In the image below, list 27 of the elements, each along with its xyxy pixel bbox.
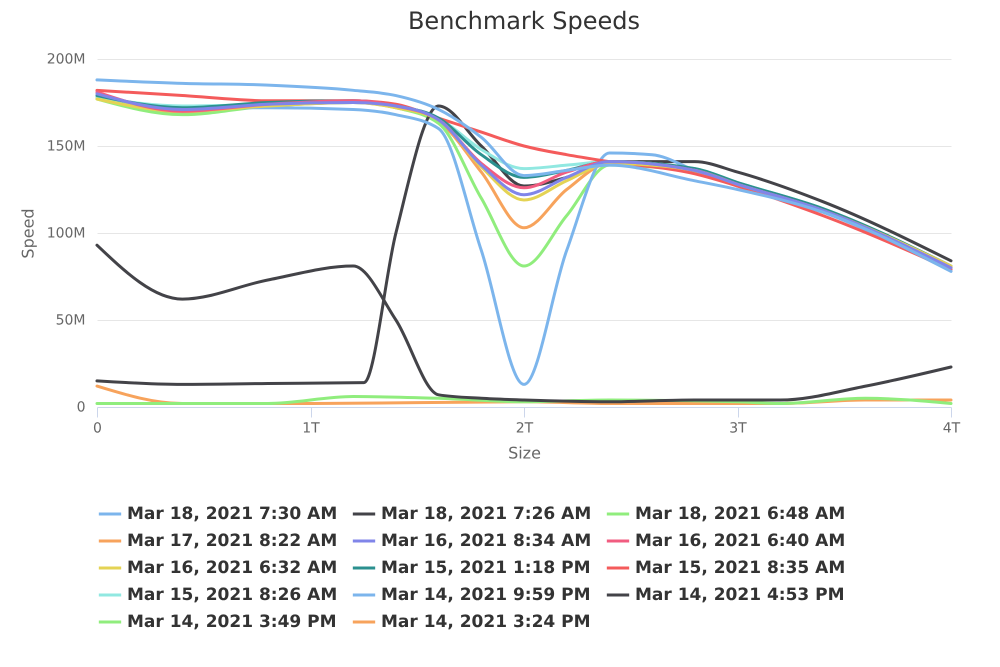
- y-tick-label: 150M: [46, 138, 86, 154]
- x-tick-label: 1T: [302, 420, 320, 436]
- legend-label: Mar 17, 2021 8:22 AM: [127, 531, 338, 551]
- legend-label: Mar 18, 2021 6:48 AM: [635, 504, 846, 524]
- x-tick-label: 3T: [729, 420, 748, 436]
- legend-label: Mar 15, 2021 8:35 AM: [635, 558, 846, 578]
- y-tick-label: 50M: [56, 312, 86, 328]
- legend-label: Mar 14, 2021 3:49 PM: [127, 612, 337, 632]
- legend-label: Mar 16, 2021 6:40 AM: [635, 531, 846, 551]
- legend-label: Mar 18, 2021 7:30 AM: [127, 504, 338, 524]
- legend-label: Mar 15, 2021 1:18 PM: [381, 558, 591, 578]
- y-tick-label: 0: [76, 400, 86, 416]
- x-axis-title: Size: [508, 444, 541, 462]
- legend-label: Mar 16, 2021 6:32 AM: [127, 558, 338, 578]
- y-axis-title: Speed: [18, 208, 38, 259]
- legend-label: Mar 15, 2021 8:26 AM: [127, 585, 338, 605]
- legend-label: Mar 18, 2021 7:26 AM: [381, 504, 592, 524]
- y-tick-label: 200M: [46, 52, 86, 68]
- legend-label: Mar 16, 2021 8:34 AM: [381, 531, 592, 551]
- x-tick-label: 2T: [516, 420, 534, 436]
- legend-label: Mar 14, 2021 4:53 PM: [635, 585, 845, 605]
- legend-label: Mar 14, 2021 3:24 PM: [381, 612, 591, 632]
- y-tick-label: 100M: [46, 226, 86, 242]
- chart-title: Benchmark Speeds: [408, 7, 640, 35]
- x-tick-label: 4T: [942, 420, 961, 436]
- legend-label: Mar 14, 2021 9:59 PM: [381, 585, 591, 605]
- x-tick-label: 0: [93, 420, 102, 436]
